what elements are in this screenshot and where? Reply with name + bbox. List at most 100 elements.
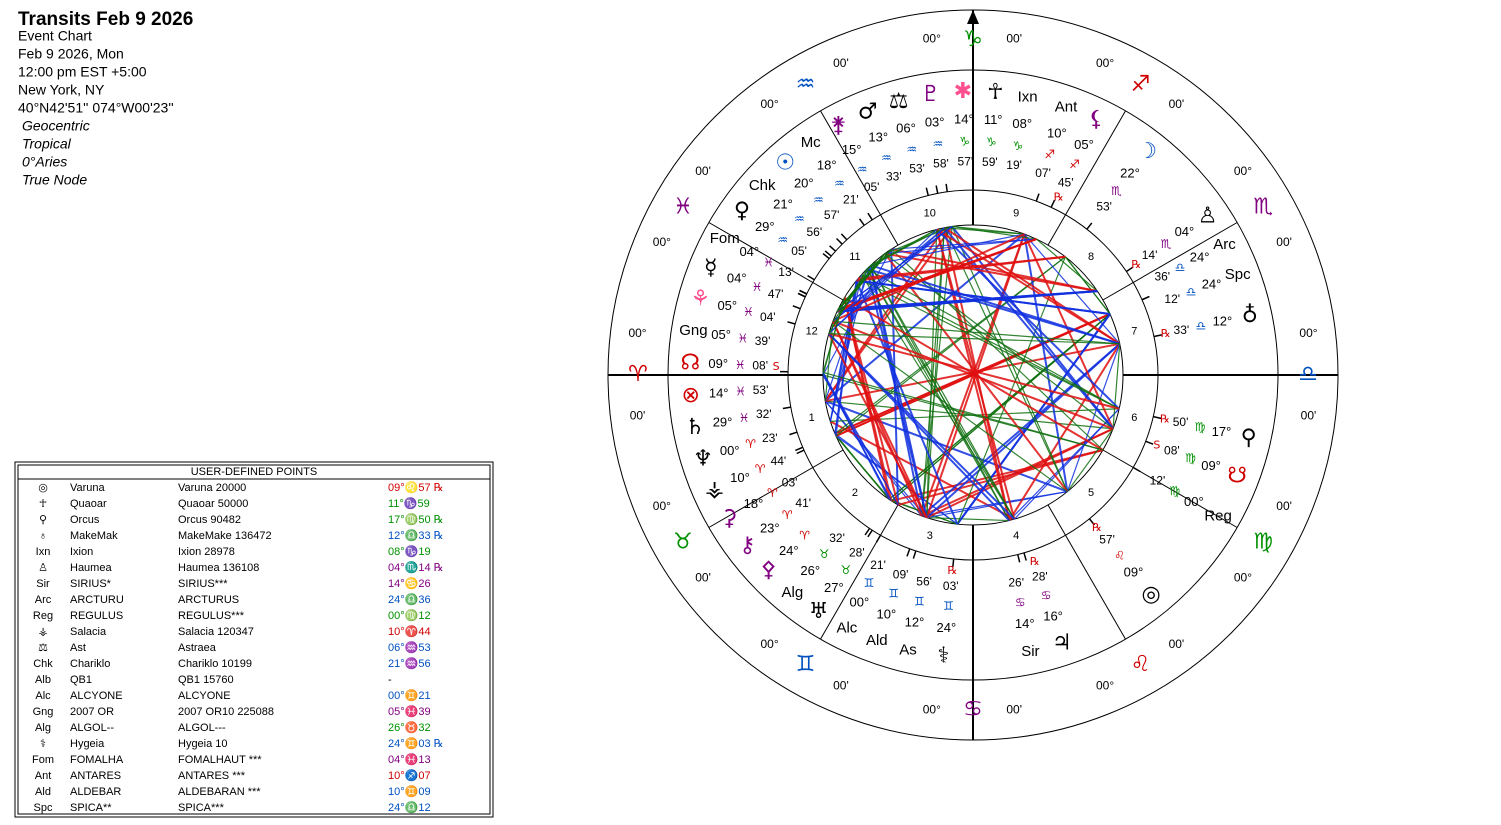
planet-minute: 57' [958, 154, 974, 168]
planet-degree: 29° [713, 414, 733, 429]
planet-glyph: Fom [710, 230, 740, 247]
row-name: Chariklo 10199 [178, 658, 252, 670]
cusp-degree: 00° [653, 235, 671, 249]
planet-glyph: ⚘ [690, 286, 710, 311]
row-abbr: Hygeia [70, 738, 105, 750]
planet-degree: 24° [937, 620, 957, 635]
degree-tick [1153, 334, 1162, 338]
planet-degree: 00° [1184, 494, 1204, 509]
aspect-line [951, 226, 1068, 492]
aspect-line [891, 238, 1037, 250]
planet-sign: ♓ [735, 385, 746, 399]
degree-tick [835, 237, 843, 245]
planet-glyph: ♙ [1198, 204, 1218, 229]
planet-retro: ℞ [1160, 412, 1170, 425]
planet-sign: ♒ [933, 137, 944, 151]
row-abbr: ALCYONE [70, 690, 123, 702]
planet-minute: 32' [829, 531, 845, 545]
planet-glyph: ⚴ [761, 558, 777, 583]
cusp-sign: ♒ [796, 72, 816, 97]
planet-glyph: As [899, 641, 917, 658]
row-abbr: SIRIUS* [70, 578, 112, 590]
planet-degree: 20° [794, 176, 814, 191]
aspect-line [835, 435, 892, 502]
cusp-sign: ♓ [673, 195, 693, 220]
planet-minute: 21' [843, 193, 859, 207]
planet-sign: ♍ [1169, 484, 1180, 498]
row-name: ANTARES *** [178, 770, 246, 782]
row-icon: ◎ [38, 482, 48, 494]
row-pos: 24°♎36 [388, 593, 431, 606]
planet-degree: 14° [954, 112, 974, 127]
aspect-line [1066, 343, 1121, 492]
house-number: 1 [809, 412, 815, 424]
aspect-line [936, 228, 1121, 345]
row-icon: Spc [34, 802, 53, 814]
aspect-line [857, 278, 1120, 410]
aspect-line [836, 238, 1037, 313]
planet-glyph: ◎ [1141, 582, 1160, 607]
planet-degree: 15° [842, 142, 862, 157]
cusp-minute: 00' [630, 408, 646, 422]
planet-degree: 04° [1175, 224, 1195, 239]
planet-degree: 14° [709, 385, 729, 400]
cusp-minute: 00' [695, 164, 711, 178]
row-name: ALCYONE [178, 690, 231, 702]
axis-arrow [967, 10, 979, 24]
planet-minute: 47' [768, 287, 784, 301]
row-abbr: Ixion [70, 546, 93, 558]
cusp-degree: 00° [923, 32, 941, 46]
cusp-sign: ♍ [1253, 530, 1273, 555]
degree-tick [1088, 518, 1096, 526]
planet-sign: ♎ [1175, 261, 1186, 275]
planet-glyph: ♁ [1242, 303, 1258, 328]
planet-glyph: ♄ [685, 415, 705, 440]
cusp-line [1102, 222, 1238, 301]
planet-glyph: ⚕ [937, 643, 949, 668]
row-icon: ♙ [38, 562, 48, 574]
planet-degree: 16° [1043, 609, 1063, 624]
row-icon: Alb [35, 674, 51, 686]
row-pos: 26°♉32 [388, 721, 431, 734]
planet-degree: 23° [760, 520, 780, 535]
row-name: ARCTURUS [178, 594, 239, 606]
planet-degree: 03° [925, 114, 945, 129]
cusp-minute: 00' [1169, 97, 1185, 111]
row-pos: 17°♍50 ℞ [388, 513, 443, 526]
row-icon: ⚶ [38, 626, 47, 638]
row-abbr: ALGOL-- [70, 722, 114, 734]
row-name: Hygeia 10 [178, 738, 228, 750]
cusp-sign: ♎ [1298, 362, 1318, 387]
row-icon: Arc [35, 594, 52, 606]
planet-minute: 26' [1008, 576, 1024, 590]
planet-sign: ♌ [1114, 549, 1125, 563]
house-number: 12 [806, 326, 818, 338]
planet-degree: 09° [1201, 458, 1221, 473]
planet-glyph: Spc [1225, 266, 1251, 283]
planet-sign: ♋ [1041, 589, 1052, 603]
degree-tick [1086, 222, 1093, 230]
row-abbr: Quaoar [70, 498, 107, 510]
planet-glyph: ♂ [858, 99, 878, 124]
degree-tick [797, 292, 806, 298]
planet-sign: ♓ [763, 256, 774, 270]
planet-minute: 04' [760, 310, 776, 324]
planet-degree: 29° [755, 219, 775, 234]
planet-degree: 12° [1213, 313, 1233, 328]
planet-sign: ♓ [739, 411, 750, 425]
aspect-line [1023, 233, 1114, 430]
degree-tick [782, 406, 791, 410]
planet-glyph: ⚲ [1241, 426, 1257, 451]
row-pos: 24°♊03 ℞ [388, 737, 443, 750]
cusp-minute: 00' [1276, 499, 1292, 513]
planet-retro: ℞ [1161, 327, 1171, 340]
planet-minute: 28' [1032, 569, 1048, 583]
row-icon: Reg [33, 610, 53, 622]
planet-sign: ♈ [799, 529, 810, 543]
planet-degree: 24° [1202, 276, 1222, 291]
planet-sign: ♈ [782, 508, 793, 522]
row-name: Haumea 136108 [178, 562, 259, 574]
row-abbr: ARCTURU [70, 594, 124, 606]
planet-minute: 14' [1142, 248, 1158, 262]
